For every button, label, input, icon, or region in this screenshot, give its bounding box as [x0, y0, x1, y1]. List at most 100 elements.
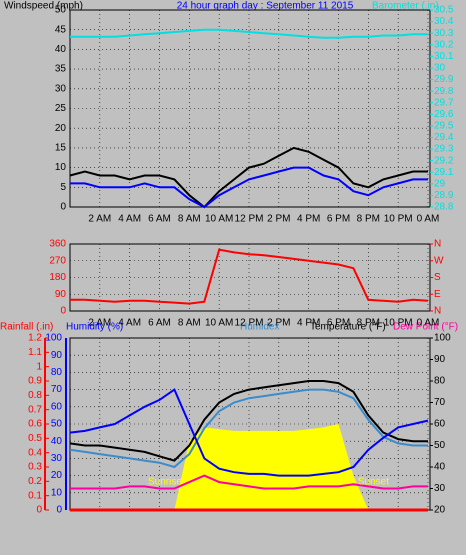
y-tick-label: 10	[51, 487, 63, 498]
y-axis-label: Humidity (%)	[66, 322, 123, 333]
y3-tick-label: 0.1	[28, 490, 42, 501]
y2-tick-label: 29.2	[434, 155, 454, 166]
y3-tick-label: 0	[36, 505, 42, 516]
y2-tick-label: 28.9	[434, 190, 454, 201]
x-tick-label: 2 PM	[267, 318, 290, 329]
x-tick-label: 12 PM	[235, 318, 264, 329]
y2-tick-label: 29	[434, 178, 446, 189]
y-tick-label: 20	[55, 123, 67, 134]
x-tick-label: 8 AM	[178, 214, 201, 225]
line	[70, 474, 428, 490]
y2-tick-label: 29.3	[434, 144, 454, 155]
y-axis-label: Windspeed (mph)	[4, 1, 83, 12]
y2-tick-label: 30.5	[434, 5, 454, 16]
x-tick-label: 10 AM	[205, 318, 233, 329]
x-tick-label: 0 AM	[417, 214, 440, 225]
x-tick-label: 2 AM	[88, 318, 111, 329]
y2-tick-label: 30.1	[434, 51, 454, 62]
y2-tick-label: 29.1	[434, 167, 454, 178]
x-tick-label: 6 AM	[148, 318, 171, 329]
y2-tick-label: 70	[434, 397, 446, 408]
line	[69, 388, 428, 469]
y2-tick-label: N	[434, 306, 441, 317]
x-tick-label: 4 PM	[297, 318, 320, 329]
x-tick-label: 10 AM	[205, 214, 233, 225]
y2-tick-label: 90	[434, 354, 446, 365]
y2-tick-label: 40	[434, 462, 446, 473]
y2-tick-label: 30	[434, 483, 446, 494]
y-tick-label: 90	[55, 289, 67, 300]
y-tick-label: 30	[55, 83, 67, 94]
y2-tick-label: 20	[434, 505, 446, 516]
y-tick-label: 10	[55, 162, 67, 173]
x-tick-label: 10 PM	[384, 318, 413, 329]
y-tick-label: 60	[51, 401, 63, 412]
y2-tick-label: E	[434, 289, 441, 300]
y-tick-label: 0	[56, 505, 62, 516]
y-tick-label: 90	[51, 350, 63, 361]
y2-axis-label: Barometer (.in)	[372, 1, 439, 12]
x-tick-label: 12 PM	[235, 214, 264, 225]
y-tick-label: 80	[51, 367, 63, 378]
y3-tick-label: 0.4	[28, 447, 42, 458]
y2-tick-label: 30	[434, 63, 446, 74]
y3-tick-label: 0.6	[28, 419, 42, 430]
y3-tick-label: 0.9	[28, 376, 42, 387]
y2-tick-label: 29.7	[434, 97, 454, 108]
x-tick-label: 8 PM	[357, 318, 380, 329]
y-tick-label: 20	[51, 470, 63, 481]
area	[70, 424, 428, 510]
y3-axis-label: Rainfall (.in)	[0, 322, 53, 333]
line	[69, 388, 429, 477]
y-tick-label: 40	[51, 436, 63, 447]
y2-tick-label: 28.8	[434, 202, 454, 213]
y-tick-label: 30	[51, 453, 63, 464]
y3-tick-label: 0.7	[28, 404, 42, 415]
y2-tick-label: 80	[434, 376, 446, 387]
x-tick-label: 10 PM	[384, 214, 413, 225]
line	[69, 380, 428, 462]
annotation: Sunset	[358, 477, 389, 488]
y-tick-label: 50	[51, 419, 63, 430]
x-tick-label: 8 PM	[357, 214, 380, 225]
y2-tick-label: 29.6	[434, 109, 454, 120]
line	[70, 166, 428, 209]
line	[70, 28, 428, 39]
y2-tick-label: 29.5	[434, 121, 454, 132]
line	[70, 248, 429, 305]
y2-tick-label: S	[434, 272, 441, 283]
x-tick-label: 4 PM	[297, 214, 320, 225]
line	[69, 146, 428, 209]
y-tick-label: 35	[55, 64, 67, 75]
y2-tick-label: 29.8	[434, 86, 454, 97]
y3-tick-label: 1.2	[28, 333, 42, 344]
x-tick-label: 2 AM	[88, 214, 111, 225]
annotation: Sunrise	[148, 477, 182, 488]
y2-tick-label: 50	[434, 440, 446, 451]
y2-tick-label: 30.2	[434, 39, 454, 50]
legend-label: Humidex	[240, 322, 279, 333]
y-tick-label: 270	[49, 255, 66, 266]
y3-tick-label: 1	[36, 361, 42, 372]
y-tick-label: 50	[55, 5, 67, 16]
y3-tick-label: 0.3	[28, 462, 42, 473]
chart-title: 24 hour graph day : September 11 2015	[177, 1, 354, 12]
y2-axis-label: Temperature (°F)	[310, 322, 386, 333]
y2-tick-label: N	[434, 239, 441, 250]
y2-tick-label: 60	[434, 419, 446, 430]
y-tick-label: 360	[49, 239, 66, 250]
y-tick-label: 25	[55, 103, 67, 114]
y3-tick-label: 0.5	[28, 433, 42, 444]
x-tick-label: 4 AM	[118, 318, 141, 329]
y-tick-label: 0	[60, 202, 66, 213]
x-tick-label: 2 PM	[267, 214, 290, 225]
x-tick-label: 8 AM	[178, 318, 201, 329]
y-tick-label: 45	[55, 24, 67, 35]
y2-tick-label: 100	[434, 333, 451, 344]
legend-label: Dew Point (°F)	[393, 322, 458, 333]
y-tick-label: 180	[49, 272, 66, 283]
y-tick-label: 100	[45, 333, 62, 344]
x-tick-label: 6 AM	[148, 214, 171, 225]
x-tick-label: 0 AM	[417, 318, 440, 329]
